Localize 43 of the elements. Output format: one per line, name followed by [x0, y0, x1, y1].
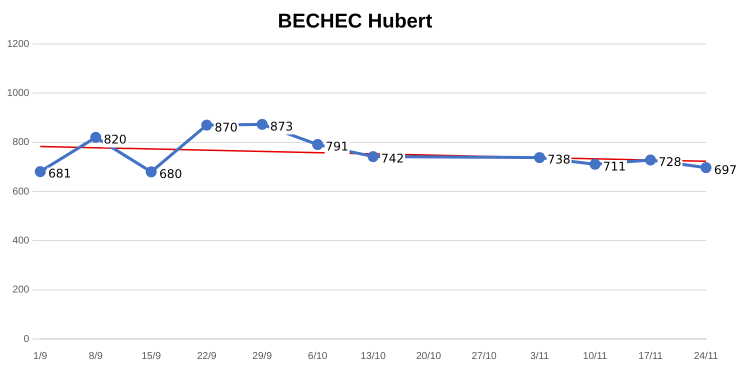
point	[34, 166, 46, 178]
x-tick-label: 24/11	[694, 350, 719, 362]
x-tick-label: 6/10	[308, 350, 328, 362]
x-tick-label: 1/9	[33, 350, 48, 362]
chart-title: BECHEC Hubert	[278, 10, 433, 33]
y-tick-label: 1000	[6, 88, 30, 99]
x-tick-label: 3/11	[530, 350, 550, 362]
data-label: 870	[214, 120, 238, 134]
x-tick-label: 8/9	[88, 350, 104, 362]
data-label: 791	[326, 140, 349, 154]
data-label: 738	[548, 152, 570, 167]
data-label: 697	[714, 162, 736, 177]
point	[312, 139, 324, 150]
y-tick-label: 800	[12, 137, 30, 148]
point	[146, 166, 157, 178]
data-label: 680	[159, 166, 182, 181]
point	[645, 154, 656, 166]
x-tick-label: 29/9	[252, 350, 272, 362]
y-tick-label: 0	[24, 334, 30, 345]
x-tick-label: 17/11	[638, 350, 664, 362]
x-tick-label: 13/10	[360, 350, 386, 362]
point	[368, 151, 379, 162]
point	[700, 162, 712, 174]
data-label: 681	[48, 166, 72, 181]
data-label: 820	[104, 132, 127, 147]
point	[590, 158, 601, 170]
point	[201, 120, 212, 131]
x-tick-label: 15/9	[141, 350, 162, 362]
y-tick-label: 1200	[6, 38, 30, 50]
data-label: 711	[603, 159, 626, 174]
y-tick-label: 400	[12, 235, 30, 246]
data-label: 728	[658, 155, 682, 170]
x-tick-label: 22/9	[196, 350, 217, 362]
point	[534, 152, 546, 164]
y-tick-label: 600	[12, 186, 30, 198]
data-label: 742	[381, 152, 404, 166]
data-label: 873	[270, 120, 294, 134]
x-tick-label: 20/10	[416, 350, 442, 362]
x-tick-label: 27/10	[472, 350, 498, 362]
y-tick-label: 200	[12, 284, 30, 296]
x-tick-label: 10/11	[582, 350, 608, 362]
point	[90, 132, 102, 143]
point	[256, 118, 268, 130]
